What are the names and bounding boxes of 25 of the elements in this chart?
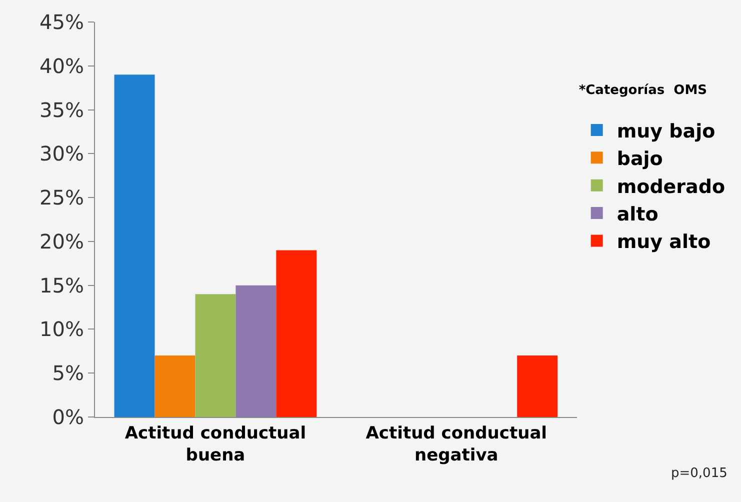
legend-title: *Categorías OMS: [578, 83, 708, 98]
y-tick-label: 20%: [40, 229, 84, 254]
y-tick-label: 10%: [40, 317, 84, 342]
bar: [114, 74, 155, 417]
y-tick-label: 35%: [40, 98, 84, 122]
bar: [195, 294, 236, 417]
y-tick-label: 25%: [40, 186, 84, 210]
legend-label: bajo: [616, 148, 663, 170]
x-tick-label: Actitud conductual negativa: [366, 423, 548, 466]
y-tick-label: 45%: [40, 10, 84, 34]
y-tick-label: 15%: [40, 273, 84, 298]
text: p=0,015: [671, 466, 728, 481]
bar: [276, 250, 317, 417]
bar: [236, 285, 276, 417]
y-tick-label: 40%: [40, 54, 84, 78]
y-tick-label: 0%: [52, 405, 84, 429]
y-tick-label: 30%: [40, 142, 84, 166]
legend-label: muy bajo: [616, 120, 716, 142]
y-tick-label: 5%: [52, 361, 84, 386]
x-tick-label: Actitud conductual buena: [124, 423, 306, 466]
legend-label: muy alto: [616, 231, 711, 254]
legend-label: moderado: [616, 176, 726, 198]
bar: [517, 356, 558, 417]
legend-label: alto: [616, 203, 658, 226]
bar: [154, 356, 196, 417]
